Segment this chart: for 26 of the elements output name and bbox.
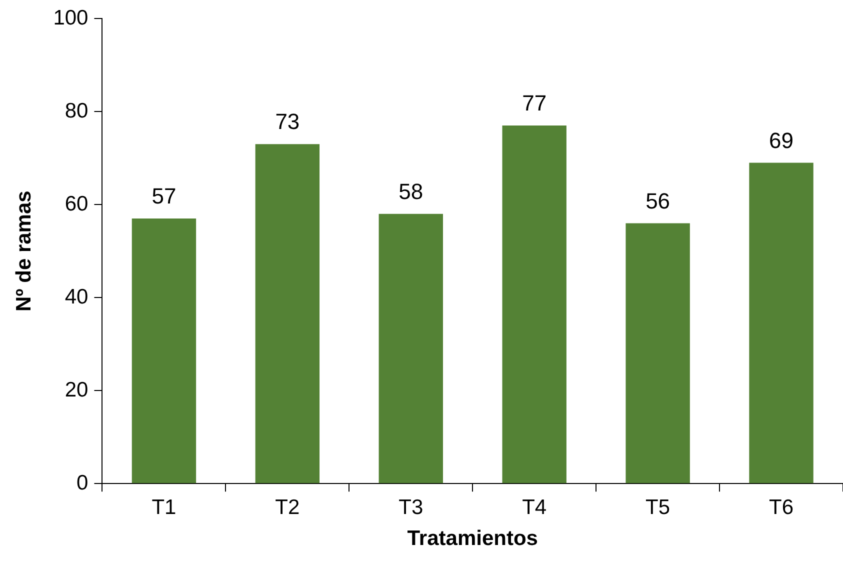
- bar: [749, 162, 814, 484]
- data-label: 69: [769, 128, 794, 153]
- y-tick-label: 0: [76, 471, 88, 494]
- y-tick-label: 40: [64, 285, 88, 308]
- y-tick-label: 20: [64, 378, 88, 402]
- data-label: 58: [398, 178, 424, 204]
- x-tick-label: T5: [646, 496, 670, 519]
- data-label: 73: [275, 109, 300, 134]
- bar: [132, 218, 196, 484]
- x-tick-label: T3: [398, 496, 424, 519]
- data-label: 57: [152, 184, 176, 209]
- bar: [626, 223, 690, 484]
- bar: [378, 214, 443, 484]
- x-tick-label: T1: [152, 496, 176, 519]
- data-label: 77: [522, 90, 547, 116]
- data-label: 56: [646, 188, 670, 214]
- x-tick-label: T2: [275, 496, 300, 519]
- y-tick-label: 100: [53, 6, 88, 30]
- y-axis-title: Nº de ramas: [12, 190, 36, 312]
- x-tick-label: T4: [522, 496, 547, 519]
- x-tick-label: T6: [769, 496, 794, 519]
- bar: [255, 144, 320, 484]
- bar: [502, 126, 566, 484]
- y-tick-label: 60: [64, 192, 88, 216]
- y-tick-label: 80: [64, 99, 88, 122]
- x-axis-title: Tratamientos: [407, 527, 538, 550]
